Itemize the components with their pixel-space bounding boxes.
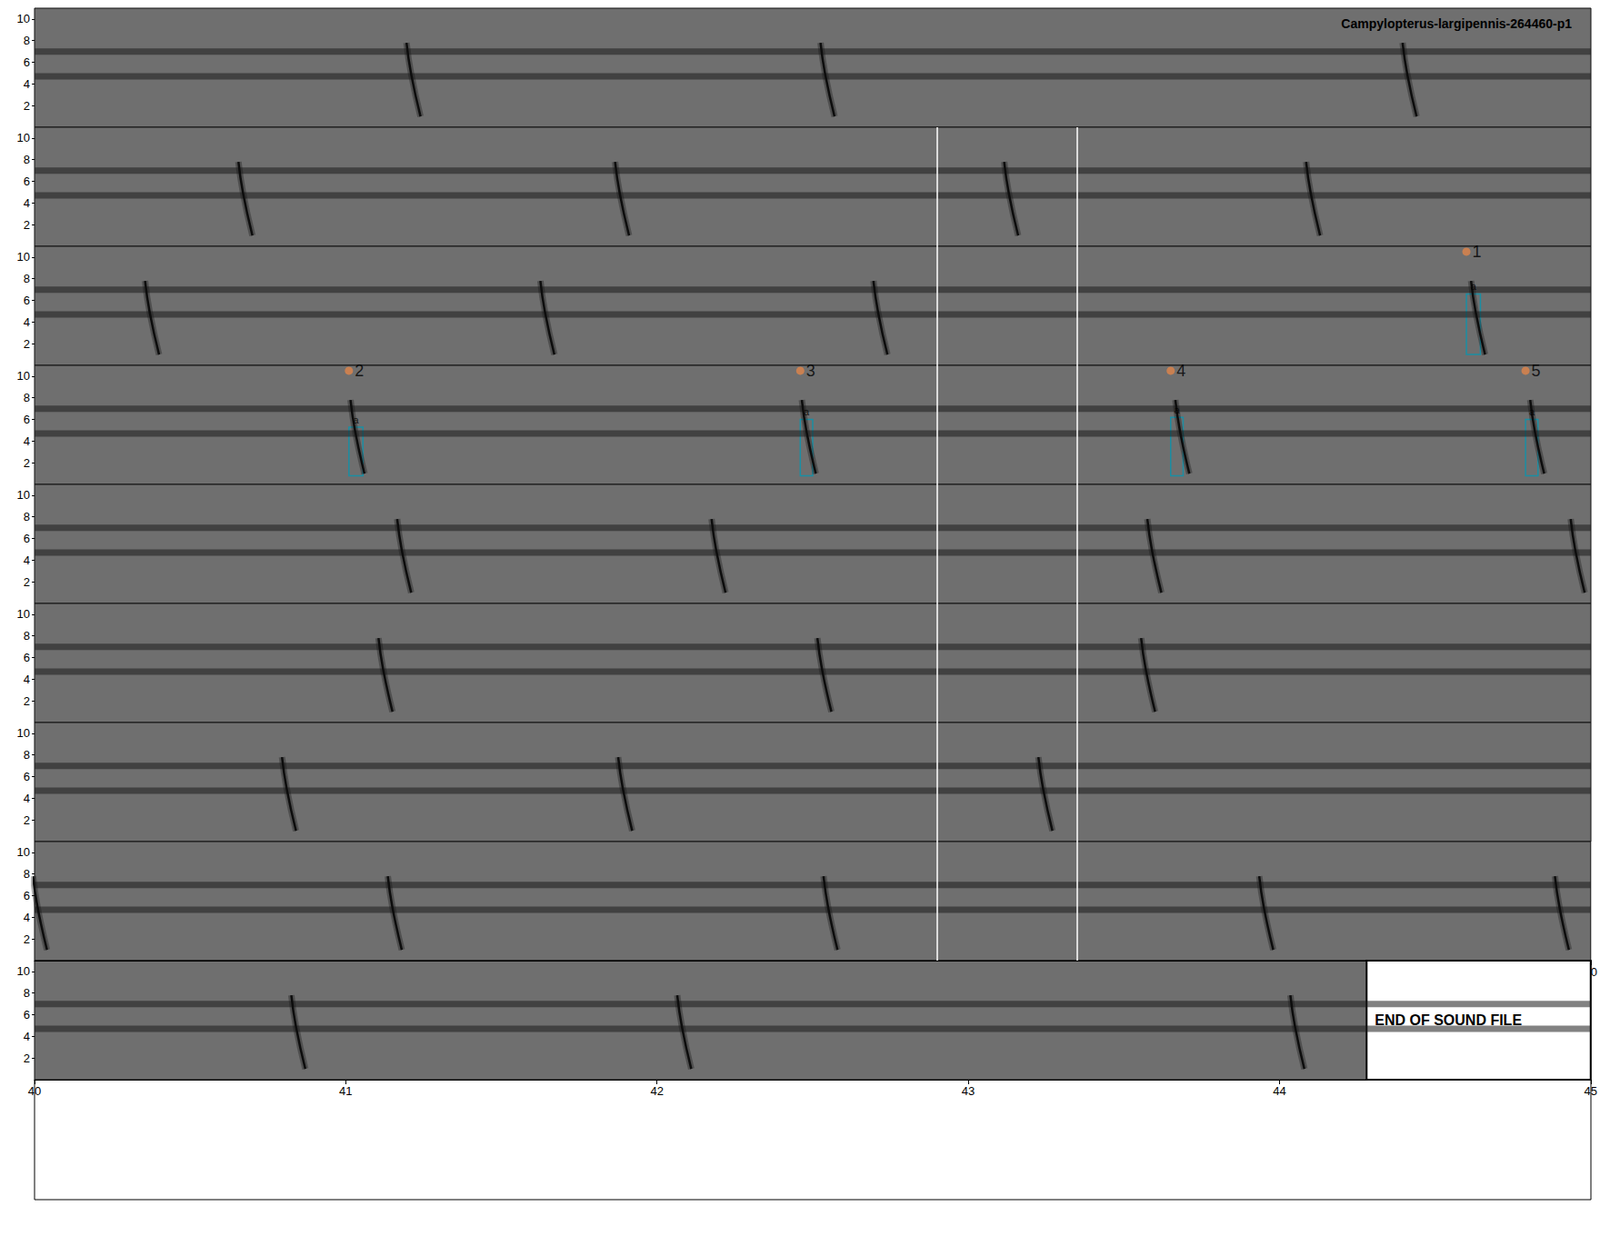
svg-text:4: 4: [23, 791, 30, 806]
svg-text:42: 42: [650, 1084, 663, 1099]
svg-text:4: 4: [23, 315, 30, 330]
svg-text:a: a: [1470, 280, 1478, 292]
svg-text:10: 10: [17, 488, 30, 502]
svg-text:8: 8: [23, 867, 30, 881]
svg-text:10: 10: [17, 250, 30, 264]
svg-text:8: 8: [23, 152, 30, 167]
svg-text:4: 4: [23, 77, 30, 91]
svg-text:8: 8: [23, 629, 30, 643]
svg-text:6: 6: [23, 412, 30, 427]
svg-text:6: 6: [23, 650, 30, 665]
svg-text:a: a: [803, 406, 810, 418]
svg-text:45: 45: [1584, 1084, 1598, 1099]
svg-text:1: 1: [1472, 242, 1482, 261]
svg-text:2: 2: [23, 337, 30, 351]
svg-text:10: 10: [17, 130, 30, 145]
svg-text:2: 2: [354, 361, 364, 380]
svg-text:2: 2: [23, 694, 30, 709]
svg-text:6: 6: [23, 55, 30, 70]
svg-text:a: a: [352, 414, 360, 426]
svg-text:6: 6: [23, 293, 30, 308]
svg-text:6: 6: [23, 174, 30, 189]
svg-text:2: 2: [23, 813, 30, 828]
svg-text:2: 2: [23, 218, 30, 232]
svg-text:10: 10: [17, 964, 30, 979]
svg-text:4: 4: [23, 1030, 30, 1044]
svg-text:8: 8: [23, 33, 30, 48]
svg-text:6: 6: [23, 770, 30, 784]
svg-text:10: 10: [17, 726, 30, 740]
svg-text:41: 41: [339, 1084, 352, 1099]
svg-text:4: 4: [23, 553, 30, 568]
svg-text:4: 4: [23, 196, 30, 210]
svg-text:2: 2: [23, 456, 30, 470]
svg-text:8: 8: [23, 510, 30, 524]
svg-text:2: 2: [23, 99, 30, 113]
svg-text:2: 2: [23, 1051, 30, 1066]
svg-text:6: 6: [23, 531, 30, 546]
svg-text:4: 4: [23, 434, 30, 449]
svg-text:8: 8: [23, 390, 30, 405]
svg-text:43: 43: [961, 1084, 975, 1099]
svg-text:2: 2: [23, 932, 30, 947]
svg-text:4: 4: [1176, 361, 1186, 380]
svg-text:END OF SOUND FILE: END OF SOUND FILE: [1374, 1012, 1522, 1029]
svg-text:a: a: [1529, 406, 1536, 418]
svg-text:8: 8: [23, 986, 30, 1000]
svg-text:a: a: [1174, 404, 1181, 416]
svg-text:10: 10: [17, 845, 30, 860]
svg-text:6: 6: [23, 889, 30, 903]
svg-text:2: 2: [23, 575, 30, 590]
svg-text:5: 5: [1531, 361, 1541, 380]
svg-text:8: 8: [23, 271, 30, 286]
svg-text:8: 8: [23, 748, 30, 762]
svg-text:3: 3: [806, 361, 816, 380]
svg-text:4: 4: [23, 672, 30, 687]
svg-text:4: 4: [23, 910, 30, 925]
svg-text:10: 10: [17, 607, 30, 621]
svg-text:10: 10: [17, 369, 30, 383]
svg-text:10: 10: [17, 11, 30, 26]
svg-text:40: 40: [28, 1084, 41, 1099]
svg-text:Campylopterus-largipennis-2644: Campylopterus-largipennis-264460-p1: [1340, 16, 1572, 31]
svg-text:44: 44: [1272, 1084, 1286, 1099]
svg-text:6: 6: [23, 1008, 30, 1022]
